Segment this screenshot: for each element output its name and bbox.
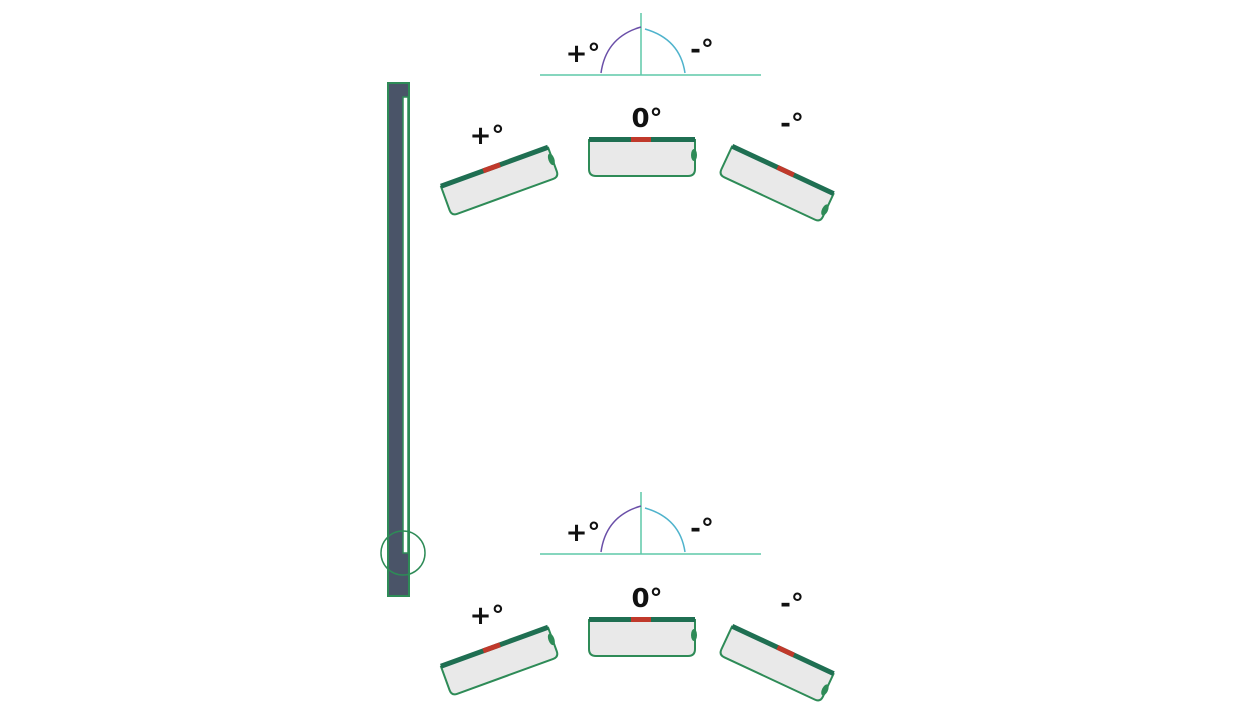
plus-piece-label: +° xyxy=(470,121,505,151)
tilted-piece-plus-top xyxy=(439,144,559,216)
angle-indicator-bottom: +° -° xyxy=(540,492,761,555)
tilted-piece-minus-bottom xyxy=(719,623,835,702)
angle-indicator-top: +° -° xyxy=(540,13,761,76)
detail-circle xyxy=(380,530,426,576)
plus-angle-label: +° xyxy=(566,518,601,548)
flat-piece-zero-top xyxy=(588,137,697,177)
plus-piece-label: +° xyxy=(470,601,505,631)
minus-piece-label: -° xyxy=(780,109,804,139)
plus-angle-label: +° xyxy=(566,39,601,69)
flat-piece-zero-bottom xyxy=(588,617,697,657)
tilted-piece-plus-bottom xyxy=(439,624,559,696)
tilted-piece-minus-top xyxy=(719,143,835,222)
minus-piece-label: -° xyxy=(780,589,804,619)
vertical-bar xyxy=(380,82,426,597)
zero-piece-label: 0° xyxy=(631,584,662,614)
minus-angle-label: -° xyxy=(690,514,714,544)
zero-piece-label: 0° xyxy=(631,104,662,134)
minus-angle-label: -° xyxy=(690,35,714,65)
